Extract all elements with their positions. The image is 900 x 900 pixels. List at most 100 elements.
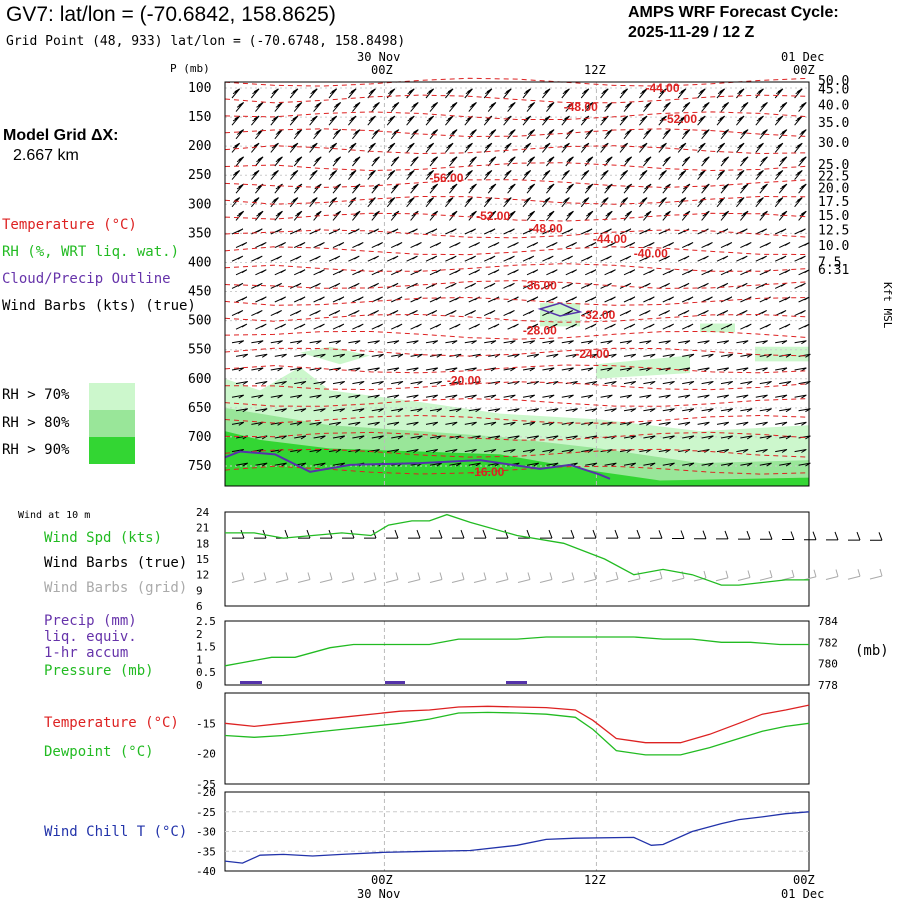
wind-barb: [798, 381, 811, 385]
temperature-contour: [224, 431, 810, 441]
top-time-label: 12Z: [584, 63, 606, 77]
wind-barb: [580, 197, 590, 208]
dewpoint-series-label: Dewpoint (°C): [44, 744, 154, 760]
wind-barb: [507, 242, 519, 249]
wind-barb: [464, 282, 476, 289]
wind-10m-barb-grid: [363, 572, 377, 583]
wind-barb: [235, 408, 249, 413]
wind-barb: [561, 142, 570, 153]
wind-barb: [235, 242, 248, 249]
wind-barb: [313, 242, 325, 249]
wind-barb: [332, 183, 342, 194]
wind-barb: [639, 142, 648, 153]
wind-barb: [681, 183, 691, 194]
wind-barb: [697, 367, 710, 372]
wind-barb: [386, 169, 396, 180]
wind-barb: [352, 242, 364, 249]
wind-barb: [270, 228, 282, 235]
wind-barb: [740, 101, 749, 112]
wind-barb: [503, 340, 516, 345]
wind-barb: [677, 88, 687, 99]
wind-barb: [643, 156, 652, 167]
wind-barb: [584, 296, 597, 303]
wind-barb: [546, 269, 558, 276]
wind-barb: [701, 210, 710, 221]
wind-barb: [716, 169, 726, 180]
pressure-tick-550: 550: [188, 343, 211, 358]
wind-barb: [406, 88, 415, 99]
wind-barb: [251, 255, 263, 262]
wind-10m-barb-grid: [495, 572, 509, 583]
wind-barb: [352, 381, 365, 385]
wind-barb: [522, 88, 532, 99]
wind-barb: [716, 340, 730, 345]
wind-barb: [740, 462, 753, 467]
wind-10m-barb-grid: [341, 572, 355, 583]
wind-barb: [604, 381, 617, 385]
wind-barb: [600, 255, 612, 262]
y-tick-1-9: 9: [196, 584, 203, 597]
wind-barb: [681, 156, 691, 167]
wind-barb: [425, 310, 438, 317]
bottom-date-label: 01 Dec: [781, 887, 824, 900]
wind-barb: [561, 367, 574, 372]
wind-barb: [274, 296, 286, 303]
wind-barb: [662, 296, 674, 303]
wind-barb: [798, 242, 810, 249]
wind-10m-barb: [738, 530, 751, 540]
wind-barb: [658, 169, 667, 180]
wind-barb: [468, 129, 477, 140]
wind-barb: [255, 101, 264, 112]
legend-rh90: RH > 90%: [2, 442, 70, 458]
precip-label: Precip (mm): [44, 613, 137, 629]
wind-barb: [623, 353, 637, 358]
wind-barb: [332, 269, 345, 276]
y-tick-2-0.5: 0.5: [196, 666, 216, 679]
wind-barb: [425, 255, 438, 262]
model-grid-label: Model Grid ΔX:: [3, 127, 119, 144]
wind-barb: [779, 435, 792, 440]
wind-barb: [235, 296, 248, 303]
wind-barb: [697, 142, 706, 153]
wind-barb: [410, 323, 422, 330]
y-tick-1-18: 18: [196, 537, 209, 550]
wind-barb: [328, 394, 342, 399]
wind-barb: [677, 169, 687, 180]
height-tick-45.0: 45.0: [818, 83, 849, 98]
wind-barb: [386, 115, 396, 126]
wind-10m-barb: [782, 531, 795, 541]
wind-barb: [658, 421, 671, 426]
wind-barb: [794, 421, 807, 426]
wind-barb: [662, 129, 671, 140]
wind-barb: [526, 296, 539, 303]
wind-10m-barb: [232, 529, 245, 539]
wind-10m-barb-grid: [759, 570, 773, 581]
wind-barb: [662, 353, 675, 358]
panel-4-frame: [224, 692, 810, 785]
wind-barb: [682, 353, 695, 358]
wind-barb: [429, 435, 443, 440]
wind-barb: [468, 462, 481, 467]
wind-barb: [507, 408, 520, 413]
wind-barb: [619, 169, 629, 180]
wind-barb: [604, 296, 616, 303]
wind-barb: [546, 242, 558, 249]
wind-barb: [736, 421, 749, 426]
wind-barb: [774, 88, 784, 99]
wind-barb: [231, 340, 245, 345]
wind-barbs-true-label: Wind Barbs (true): [44, 555, 188, 571]
wind-barb: [720, 296, 733, 303]
rh-area-1: [300, 346, 370, 365]
wind-barb: [546, 435, 559, 440]
wind-10m-barb-grid: [231, 572, 245, 583]
wind-barb: [658, 255, 670, 262]
wind-barb: [367, 340, 380, 345]
wind-barb: [231, 282, 244, 289]
wind-10m-barb: [584, 529, 597, 539]
wind-barb: [775, 449, 788, 453]
y-tick-4--25: -25: [196, 806, 216, 819]
wind-barb: [677, 310, 690, 317]
wind-barb: [526, 323, 539, 330]
wind-barb: [328, 421, 342, 426]
wind-barb: [328, 310, 341, 317]
